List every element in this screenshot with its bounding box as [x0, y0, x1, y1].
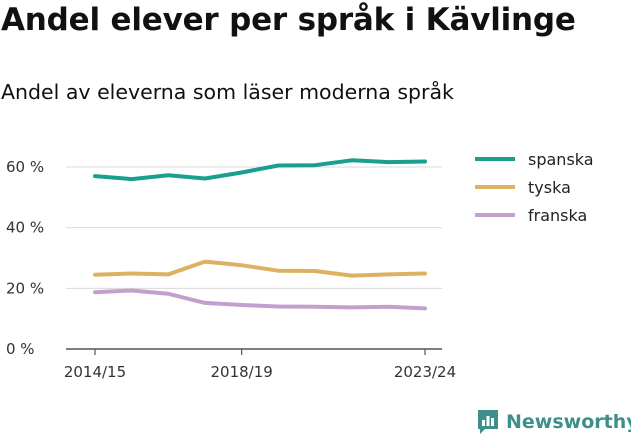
y-tick-label: 20 %	[6, 279, 44, 297]
legend-label-franska: franska	[528, 206, 587, 225]
brand-name: Newsworthy	[506, 411, 631, 433]
chart-subtitle: Andel av eleverna som läser moderna språ…	[1, 80, 454, 104]
legend-label-tyska: tyska	[528, 178, 571, 197]
legend-label-spanska: spanska	[528, 150, 594, 169]
y-tick-label: 40 %	[6, 219, 44, 237]
series-line-franska	[93, 288, 427, 311]
y-axis-labels: 0 % 20 % 40 % 60 %	[6, 158, 44, 358]
series-line-spanska	[93, 158, 427, 182]
x-tick-label: 2018/19	[211, 363, 273, 381]
chart-title: Andel elever per språk i Kävlinge	[1, 2, 576, 38]
grid-lines	[66, 166, 442, 350]
x-tick-label: 2014/15	[64, 363, 126, 381]
legend: spanska tyska franska	[475, 150, 594, 225]
newsworthy-logo: Newsworthy	[476, 408, 631, 436]
bar-chart-badge-icon	[478, 410, 498, 434]
series-line-tyska	[93, 259, 427, 278]
x-axis: 2014/15 2018/19 2023/24	[64, 349, 456, 381]
y-tick-label: 0 %	[6, 340, 35, 358]
x-tick-label: 2023/24	[394, 363, 456, 381]
series-lines	[93, 158, 427, 311]
y-tick-label: 60 %	[6, 158, 44, 176]
